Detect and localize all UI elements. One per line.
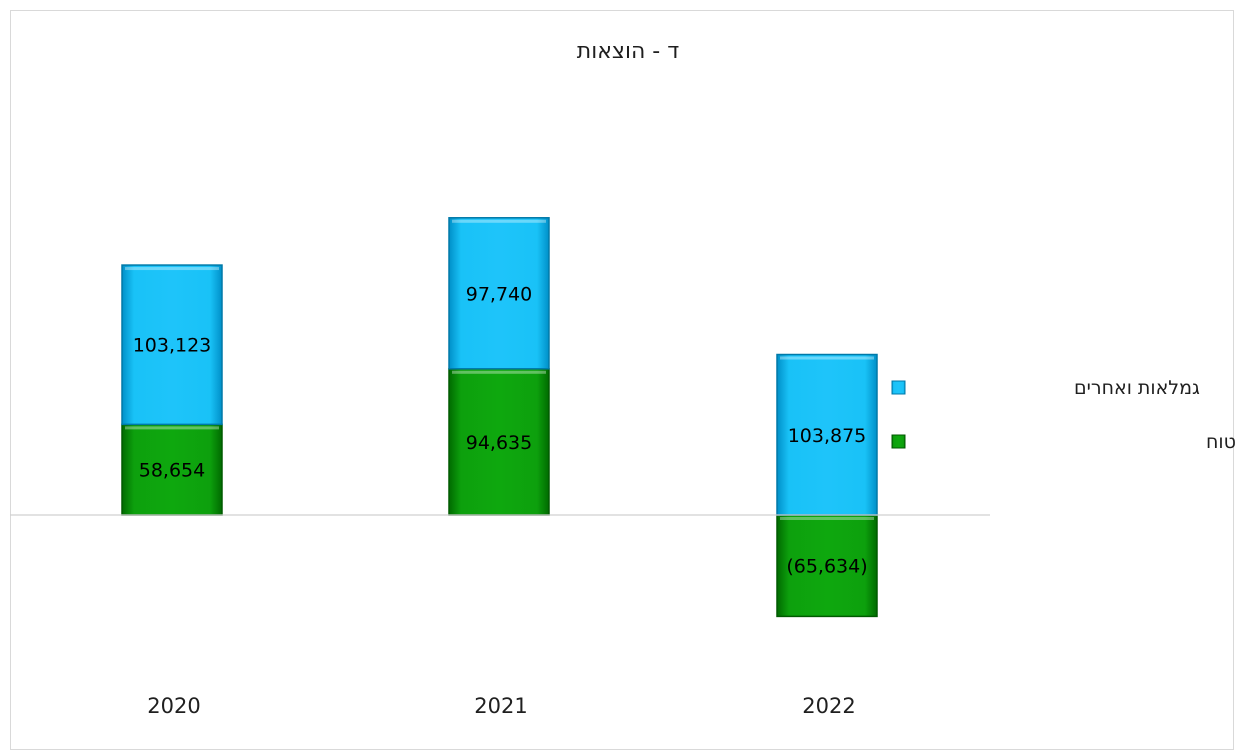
legend: גמלאות ואחרים גידול (קיטון) בקרנות הביטו… <box>891 377 1235 453</box>
legend-swatch-benefits <box>891 380 906 395</box>
bar-benefits-2020 <box>121 264 223 426</box>
legend-label-reserves: גידול (קיטון) בקרנות הביטוח <box>1206 431 1235 453</box>
chart-title: ד - הוצאות <box>577 39 680 64</box>
bars-layer <box>121 217 878 618</box>
bar-highlight-benefits-2022 <box>780 356 874 360</box>
bar-benefits-2021 <box>448 217 550 370</box>
bar-reserves-2021 <box>448 368 550 516</box>
bar-highlight-benefits-2020 <box>125 267 219 271</box>
data-label-reserves-2022: (65,634) <box>786 556 867 578</box>
legend-swatch-reserves <box>891 434 906 449</box>
data-label-benefits-2021: 97,740 <box>466 283 532 305</box>
bar-highlight-reserves-2020 <box>125 426 219 430</box>
x-tick-label-2020: 2020 <box>147 694 200 718</box>
labels-layer: 58,654 103,123 2020 94,635 97,740 2021 (65,634… <box>133 283 868 718</box>
data-label-benefits-2020: 103,123 <box>133 335 212 357</box>
bar-highlight-reserves-2022 <box>780 517 874 520</box>
x-tick-label-2021: 2021 <box>474 694 527 718</box>
data-label-reserves-2020: 58,654 <box>139 460 205 482</box>
bar-reserves-2022 <box>776 514 878 618</box>
data-label-benefits-2022: 103,875 <box>788 425 867 447</box>
bar-highlight-reserves-2021 <box>452 370 546 374</box>
x-tick-label-2022: 2022 <box>802 694 855 718</box>
bar-highlight-benefits-2021 <box>452 219 546 223</box>
data-label-reserves-2021: 94,635 <box>466 432 532 454</box>
legend-label-benefits: גמלאות ואחרים <box>1074 377 1200 399</box>
bar-reserves-2020 <box>121 423 223 516</box>
